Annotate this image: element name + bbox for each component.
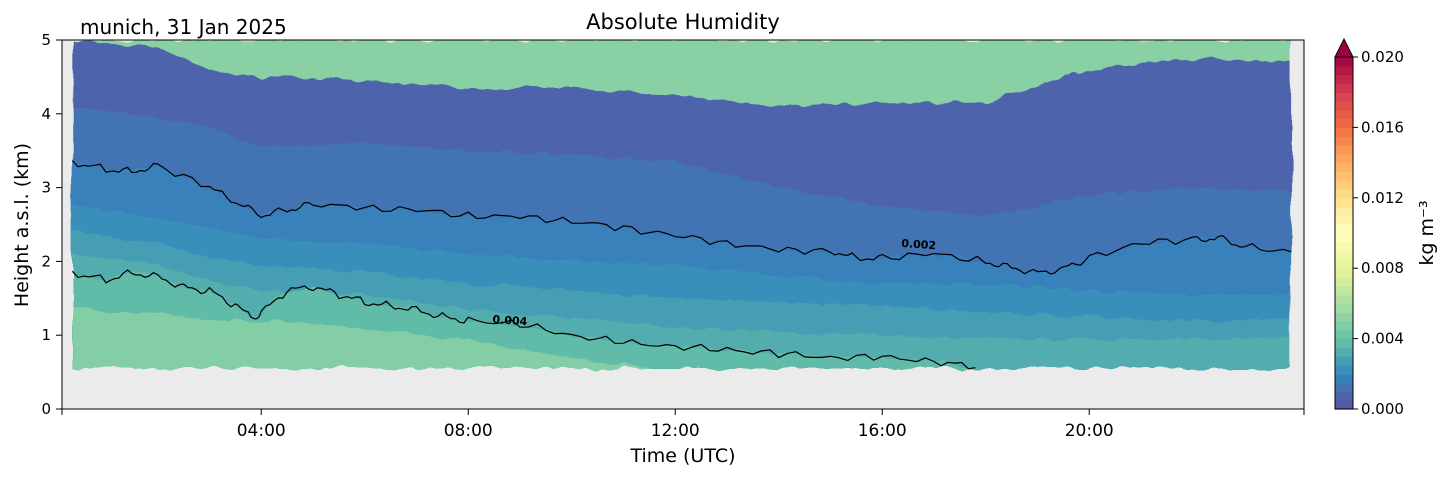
colorbar-frame — [1334, 56, 1354, 410]
colorbar-segment — [1335, 250, 1353, 260]
colorbar-segment — [1335, 153, 1353, 164]
colorbar-segment — [1335, 57, 1353, 67]
contour-label: 0.004 — [492, 313, 528, 328]
colorbar-segment — [1335, 241, 1353, 252]
x-axis-label: Time (UTC) — [629, 445, 735, 467]
y-tick-label: 4 — [41, 105, 51, 123]
colorbar-segment — [1335, 136, 1353, 146]
y-tick-label: 0 — [41, 400, 51, 418]
colorbar-segment — [1335, 92, 1353, 102]
colorbar-segment — [1335, 338, 1353, 348]
colorbar-segment — [1335, 65, 1353, 76]
y-tick-label: 1 — [41, 326, 51, 344]
colorbar-segment — [1335, 189, 1353, 199]
x-axis: 04:00 08:00 12:00 16:00 20:00 — [61, 409, 1305, 441]
colorbar-segment — [1335, 294, 1353, 304]
chart-title: Absolute Humidity — [586, 10, 780, 34]
colorbar-segment — [1335, 118, 1353, 128]
colorbar-segment — [1335, 180, 1353, 190]
colorbar-segment — [1335, 197, 1353, 208]
colorbar-segment — [1335, 356, 1353, 366]
x-tick-label: 04:00 — [237, 421, 286, 441]
colorbar-segment — [1335, 391, 1353, 401]
colorbar-segment — [1335, 347, 1353, 357]
colorbar-tick-label: 0.004 — [1361, 330, 1404, 348]
colorbar-segment — [1335, 109, 1353, 120]
y-axis-label: Height a.s.l. (km) — [11, 143, 33, 307]
colorbar-segment — [1335, 101, 1353, 111]
contour-line — [71, 160, 1292, 275]
colorbar-segment — [1335, 382, 1353, 392]
x-tick-label: 08:00 — [444, 421, 493, 441]
colorbar-segment — [1335, 312, 1353, 322]
colorbar-segment — [1335, 365, 1353, 375]
contour-label: 0.002 — [901, 237, 937, 252]
chart-subtitle: munich, 31 Jan 2025 — [80, 15, 287, 39]
colorbar-segment — [1335, 83, 1353, 93]
colorbar-segment — [1335, 74, 1353, 84]
colorbar-tick-label: 0.008 — [1361, 259, 1404, 277]
contour-lines — [71, 160, 1292, 370]
colorbar-segment — [1335, 373, 1353, 384]
colorbar-segment — [1335, 233, 1353, 243]
colorbar-segment — [1335, 285, 1353, 296]
colorbar-segment — [1335, 224, 1353, 234]
colorbar-tick-label: 0.020 — [1361, 48, 1404, 66]
y-axis: 0 1 2 3 4 5 — [41, 31, 62, 418]
contour-line — [71, 269, 976, 370]
colorbar-tick-label: 0.000 — [1361, 400, 1404, 418]
colorbar-extend-arrow — [1334, 37, 1354, 58]
y-tick-label: 2 — [41, 252, 51, 270]
colorbar-tick-label: 0.016 — [1361, 118, 1404, 136]
plot-frame — [61, 39, 1305, 410]
fill-layer — [72, 305, 650, 369]
colorbar-segment — [1335, 329, 1353, 340]
colorbar-segment — [1335, 162, 1353, 172]
colorbar-segment — [1335, 127, 1353, 137]
colorbar-segment — [1335, 215, 1353, 225]
colorbar-segment — [1335, 206, 1353, 216]
x-tick-label: 16:00 — [858, 421, 907, 441]
humidity-fill-layers — [72, 40, 1292, 369]
x-tick-label: 20:00 — [1065, 421, 1114, 441]
colorbar-segment — [1335, 171, 1353, 181]
colorbar-segment — [1335, 303, 1353, 313]
colorbar-tick-label: 0.012 — [1361, 189, 1404, 207]
colorbar-segment — [1335, 400, 1353, 410]
colorbar-label: kg m⁻³ — [1416, 200, 1438, 265]
colorbar-segment — [1335, 277, 1353, 287]
colorbar: 0.000 0.004 0.008 0.012 0.016 0.020 — [1334, 37, 1404, 418]
contour-labels: 0.002 0.004 — [492, 237, 936, 328]
y-tick-label: 5 — [41, 31, 51, 49]
colorbar-segment — [1335, 259, 1353, 269]
colorbar-segment — [1335, 321, 1353, 331]
colorbar-segment — [1335, 145, 1353, 155]
y-tick-label: 3 — [41, 179, 51, 197]
colorbar-segment — [1335, 268, 1353, 278]
x-tick-label: 12:00 — [651, 421, 700, 441]
